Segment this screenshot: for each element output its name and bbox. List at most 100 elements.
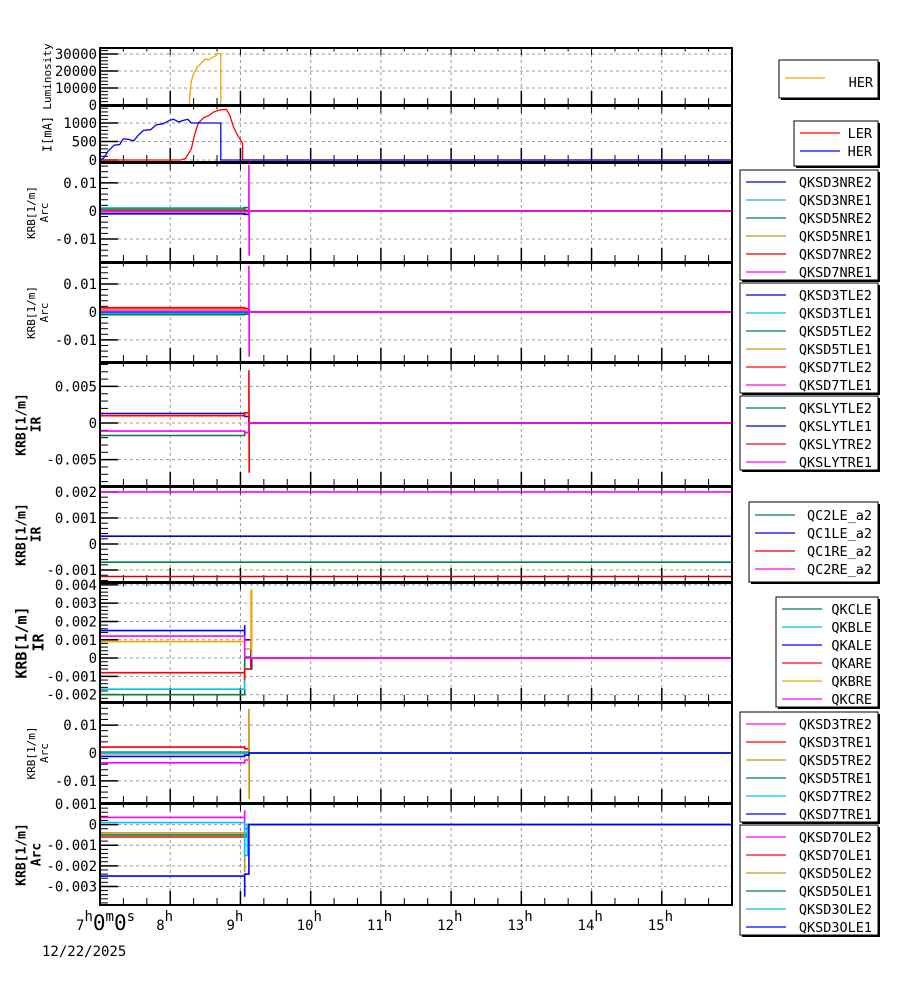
- legend: [739, 824, 880, 937]
- legend-entry: QKSD3TRE1: [799, 735, 872, 751]
- series-QKBRE: [100, 589, 732, 659]
- legend-entry: HER: [848, 144, 873, 160]
- panel-3: [99, 262, 733, 363]
- y-tick-label: 0.001: [55, 797, 97, 813]
- legend-box: [739, 824, 879, 936]
- y-tick-label: 0: [89, 651, 97, 667]
- y-tick-label: 0: [89, 204, 97, 220]
- y-axis-label: KRB[1/m]: [25, 286, 38, 339]
- panel-0: [99, 47, 733, 106]
- legend: [739, 395, 880, 472]
- x-tick-label: 8h: [156, 909, 173, 934]
- legend-box: [793, 120, 879, 167]
- y-tick-label: 0.001: [55, 511, 97, 527]
- legend-entry: QC2RE_a2: [807, 562, 872, 578]
- y-tick-label: -0.01: [55, 333, 97, 349]
- y-tick-label: 0.002: [55, 485, 97, 501]
- y-tick-label: -0.001: [46, 563, 97, 579]
- y-tick-label: 0: [89, 416, 97, 432]
- x-tick-label: 11h: [367, 909, 392, 934]
- legend-entry: QKARE: [831, 656, 872, 672]
- legend-entry: QKALE: [831, 638, 872, 654]
- y-axis-label: KRB[1/m]: [13, 606, 31, 678]
- legend: [739, 282, 880, 395]
- series-QKSD7OLE2: [100, 810, 732, 830]
- legend-entry: QKSD3TLE2: [799, 288, 872, 304]
- x-tick-label: 7h0m0s: [76, 909, 135, 935]
- legend-box: [739, 169, 879, 281]
- panel-frame: [99, 582, 733, 703]
- legend-entry: QKSLYTRE2: [799, 437, 872, 453]
- legend-entry: HER: [849, 75, 874, 91]
- legend-entry: QKBRE: [831, 674, 872, 690]
- legend-entry: QKSLYTLE2: [799, 401, 872, 417]
- legend: [748, 501, 880, 584]
- y-tick-label: 0.01: [63, 277, 97, 293]
- series-QKCRE: [100, 635, 732, 659]
- legend-entry: QKSD5TLE2: [799, 324, 872, 340]
- panel-6: [99, 582, 733, 703]
- y-tick-label: 1000: [63, 116, 97, 132]
- y-tick-label: 0: [89, 818, 97, 834]
- y-tick-label: -0.002: [46, 859, 97, 875]
- y-tick-label: -0.01: [55, 774, 97, 790]
- y-tick-label: -0.001: [46, 669, 97, 685]
- legend-entry: QKSD3OLE2: [799, 902, 872, 918]
- series-HER: [100, 52, 732, 106]
- legend-box: [775, 596, 879, 708]
- legend-entry: QKSD5NRE1: [799, 229, 872, 245]
- y-axis-label: Luminosity: [41, 43, 54, 110]
- legend: [775, 596, 880, 709]
- legend-entry: LER: [848, 126, 873, 142]
- legend-entry: QC1RE_a2: [807, 544, 872, 560]
- legend: [739, 711, 880, 824]
- y-tick-label: -0.001: [46, 838, 97, 854]
- legend-entry: QKSD7NRE2: [799, 247, 872, 263]
- y-axis-label: Arc: [38, 303, 51, 323]
- legend-entry: QKCRE: [831, 692, 872, 708]
- y-axis-label: KRB[1/m]: [25, 727, 38, 780]
- y-tick-label: 0.01: [63, 176, 97, 192]
- series-QKSD3OLE2: [100, 821, 732, 857]
- series-QKARE: [100, 657, 732, 680]
- legend-box: [739, 711, 879, 823]
- panel-frame: [99, 486, 733, 583]
- legend-entry: QKSD3NRE2: [799, 175, 872, 191]
- y-tick-label: 0: [89, 305, 97, 321]
- x-tick-label: 15h: [648, 909, 673, 934]
- legend-entry: QKSD3NRE1: [799, 193, 872, 209]
- y-tick-label: 0.002: [55, 614, 97, 630]
- series-QKSD5OLE2: [100, 823, 732, 872]
- y-tick-label: 20000: [55, 64, 97, 80]
- y-tick-label: 10000: [55, 81, 97, 97]
- y-tick-label: 0.01: [63, 718, 97, 734]
- panel-8: [99, 803, 733, 906]
- series-QKSLYTRE1: [100, 422, 732, 434]
- legend-entry: QKSD7NRE1: [799, 265, 872, 281]
- x-tick-label: 12h: [437, 909, 462, 934]
- legend-entry: QKSD7OLE1: [799, 848, 872, 864]
- y-tick-label: 0: [89, 746, 97, 762]
- legend-entry: QKSD3TRE2: [799, 717, 872, 733]
- y-axis-label: Arc: [38, 203, 51, 223]
- x-tick-label: 13h: [507, 909, 532, 934]
- series-QKSD7TLE1: [100, 265, 732, 357]
- y-tick-label: 0: [89, 537, 97, 553]
- series-QKSD5TRE2: [100, 708, 732, 800]
- y-tick-label: 0: [89, 153, 97, 169]
- x-tick-label: 14h: [578, 909, 603, 934]
- series-QKBLE: [100, 657, 732, 691]
- legend: [793, 120, 880, 168]
- panel-4: [99, 362, 733, 487]
- x-axis-date: 12/22/2025: [42, 944, 126, 960]
- legend-entry: QKSD7TLE1: [799, 378, 872, 394]
- legend-entry: QKSD5OLE2: [799, 866, 872, 882]
- legend-entry: QKSD3OLE1: [799, 920, 872, 936]
- y-axis-label: Arc: [30, 843, 45, 866]
- legend-entry: QKCLE: [831, 602, 872, 618]
- x-tick-label: 9h: [226, 909, 243, 934]
- y-axis-label: KRB[1/m]: [25, 186, 38, 239]
- panel-frame: [99, 362, 733, 487]
- legend-entry: QKSD5TRE1: [799, 771, 872, 787]
